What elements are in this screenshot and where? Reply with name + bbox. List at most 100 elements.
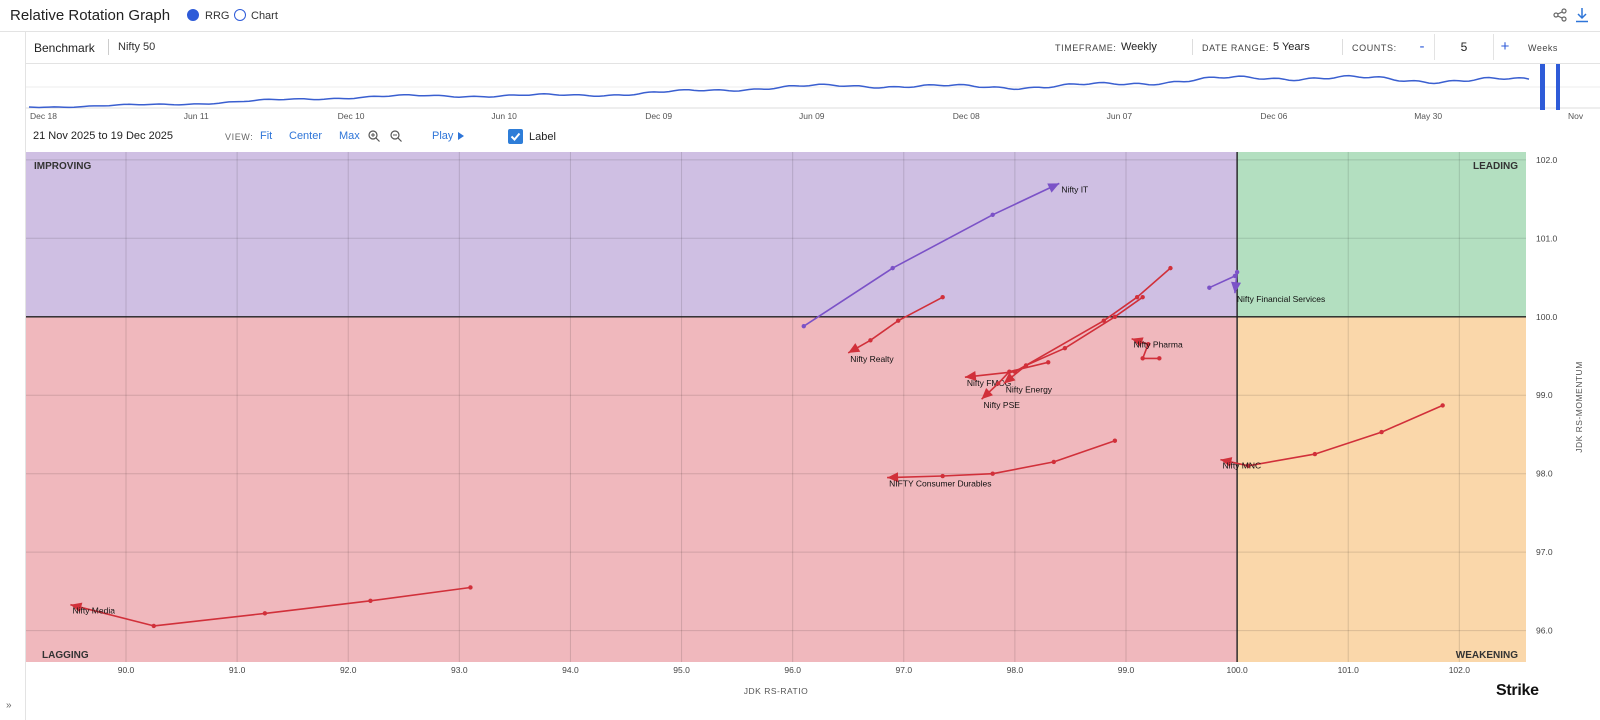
leading-label: LEADING bbox=[1473, 161, 1518, 172]
rrg-radio-label[interactable]: RRG bbox=[205, 10, 230, 22]
share-icon[interactable] bbox=[1553, 8, 1567, 22]
series-line bbox=[847, 296, 944, 354]
app-title: Relative Rotation Graph bbox=[10, 7, 171, 24]
series-point bbox=[1246, 463, 1251, 469]
series-point bbox=[940, 294, 945, 300]
time-navigator[interactable]: Dec 18 Jun 11 Dec 10 Jun 10 Dec 09 Jun 09 Dec … bbox=[26, 64, 1600, 124]
series-trail[interactable]: Nifty PSE bbox=[981, 360, 1051, 410]
weakening-label: WEAKENING bbox=[1456, 650, 1518, 661]
x-tick-label: 92.0 bbox=[340, 665, 357, 675]
series-point bbox=[1312, 451, 1318, 457]
max-button[interactable]: Max bbox=[339, 130, 360, 142]
series-line bbox=[981, 361, 1049, 400]
y-tick-label: 97.0 bbox=[1536, 547, 1553, 557]
x-tick-label: 99.0 bbox=[1118, 665, 1135, 675]
rrg-chart[interactable]: 90.0 91.0 92.0 93.0 94.0 95.0 96.0 97.0 98.0 99.0… bbox=[26, 152, 1600, 700]
series-trail[interactable]: Nifty MNC bbox=[1220, 403, 1445, 471]
center-button[interactable]: Center bbox=[289, 130, 323, 142]
series-point bbox=[1440, 403, 1445, 408]
view-label: VIEW: bbox=[225, 132, 254, 142]
series-trail[interactable]: Nifty Energy bbox=[1003, 294, 1145, 395]
series-point bbox=[890, 265, 895, 271]
y-tick-label: 96.0 bbox=[1536, 626, 1553, 636]
series-trail[interactable]: Nifty IT bbox=[801, 182, 1089, 329]
counts-increment-button[interactable]: + bbox=[1500, 38, 1510, 55]
series-point bbox=[1101, 318, 1106, 323]
benchmark-select[interactable]: Nifty 50 bbox=[118, 41, 156, 53]
zoom-in-icon[interactable] bbox=[368, 130, 380, 142]
download-icon[interactable] bbox=[1575, 7, 1589, 23]
series-point bbox=[1234, 269, 1240, 275]
y-axis-title: JDK RS-MOMENTUM bbox=[1574, 361, 1584, 453]
series-point bbox=[1112, 314, 1118, 319]
timeframe-select[interactable]: Weekly bbox=[1121, 41, 1157, 53]
navigator-handle-right[interactable] bbox=[1556, 64, 1560, 110]
counts-input[interactable]: 5 bbox=[1434, 34, 1494, 60]
improving-quadrant bbox=[26, 152, 1238, 317]
label-checkbox[interactable] bbox=[508, 129, 523, 144]
series-trail[interactable]: Nifty Financial Services bbox=[1207, 269, 1325, 304]
label-checkbox-text[interactable]: Label bbox=[529, 131, 556, 143]
weakening-quadrant bbox=[1237, 316, 1526, 662]
series-head-arrow bbox=[981, 387, 993, 400]
chart-radio-label[interactable]: Chart bbox=[251, 10, 278, 22]
x-tick-label: 90.0 bbox=[118, 665, 135, 675]
series-point bbox=[801, 323, 806, 329]
expand-panel-icon[interactable]: » bbox=[6, 700, 12, 711]
benchmark-label: Benchmark bbox=[34, 41, 95, 55]
series-head-arrow bbox=[70, 602, 83, 613]
series-label: Nifty Realty bbox=[850, 354, 894, 364]
play-icon[interactable] bbox=[458, 132, 464, 140]
series-trail[interactable]: NIFTY Consumer Durables bbox=[887, 438, 1118, 489]
rrg-radio[interactable] bbox=[187, 9, 199, 21]
timeframe-label: TIMEFRAME: bbox=[1055, 43, 1117, 53]
series-point bbox=[996, 381, 1001, 386]
series-point bbox=[1232, 273, 1238, 279]
series-head-arrow bbox=[1131, 337, 1144, 347]
series-point bbox=[990, 471, 995, 476]
x-tick-label: 100.0 bbox=[1226, 665, 1248, 675]
view-controls: 21 Nov 2025 to 19 Dec 2025 VIEW: Fit Cen… bbox=[26, 124, 1600, 150]
series-point bbox=[990, 212, 995, 217]
fit-button[interactable]: Fit bbox=[260, 130, 273, 142]
series-point bbox=[468, 585, 473, 590]
series-trail[interactable]: Nifty Realty bbox=[847, 294, 945, 364]
x-tick-label: 94.0 bbox=[562, 665, 579, 675]
navigator-date-label: May 30 bbox=[1414, 111, 1442, 121]
series-trail[interactable]: Nifty Pharma bbox=[1131, 337, 1183, 361]
navigator-date-label: Dec 08 bbox=[953, 111, 980, 121]
lagging-quadrant bbox=[26, 316, 1238, 662]
chart-radio[interactable] bbox=[234, 9, 246, 21]
navigator-date-label: Dec 09 bbox=[645, 111, 672, 121]
series-label: NIFTY Consumer Durables bbox=[889, 479, 991, 489]
series-head-arrow bbox=[887, 472, 899, 483]
x-tick-label: 98.0 bbox=[1007, 665, 1024, 675]
counts-unit-label: Weeks bbox=[1528, 43, 1558, 53]
counts-decrement-button[interactable]: - bbox=[1419, 38, 1425, 55]
series-point bbox=[1112, 438, 1118, 443]
series-trail[interactable]: Nifty Media bbox=[70, 585, 473, 629]
series-point bbox=[262, 611, 268, 616]
series-point bbox=[151, 623, 156, 629]
series-point bbox=[1207, 285, 1212, 290]
navigator-handle-left[interactable] bbox=[1540, 64, 1545, 110]
series-point bbox=[1007, 369, 1012, 374]
series-point bbox=[1168, 265, 1173, 271]
series-head-arrow bbox=[1220, 457, 1233, 467]
date-range-label: DATE RANGE: bbox=[1202, 43, 1269, 53]
series-point bbox=[1051, 459, 1056, 465]
series-label: Nifty Financial Services bbox=[1237, 294, 1325, 304]
series-point bbox=[896, 318, 901, 323]
play-button[interactable]: Play bbox=[432, 130, 454, 142]
series-label: Nifty Media bbox=[72, 606, 115, 616]
leading-quadrant bbox=[1237, 152, 1526, 317]
series-point bbox=[1046, 360, 1051, 365]
date-range-select[interactable]: 5 Years bbox=[1273, 41, 1310, 53]
divider bbox=[108, 39, 109, 55]
navigator-index-line bbox=[28, 74, 1530, 109]
zoom-out-icon[interactable] bbox=[390, 130, 402, 142]
series-head-arrow bbox=[848, 343, 861, 353]
y-tick-label: 101.0 bbox=[1536, 233, 1558, 243]
series-label: Nifty Energy bbox=[1006, 384, 1053, 394]
x-tick-label: 93.0 bbox=[451, 665, 468, 675]
